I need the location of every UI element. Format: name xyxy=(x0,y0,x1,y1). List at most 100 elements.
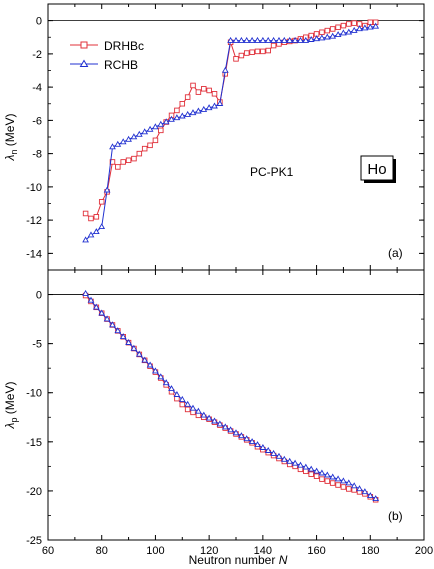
panel-a-rchb-point xyxy=(109,143,116,150)
panel-b-rchb-point xyxy=(340,477,347,484)
panel-b-drhbc-point xyxy=(303,468,309,475)
panel-a-rchb-point xyxy=(162,118,170,125)
panel-a-drhbc-point xyxy=(179,100,186,107)
panel-a-rchb-point xyxy=(254,36,261,43)
panel-b-y-axis-label: λp (MeV) xyxy=(3,382,19,430)
panel-a-rchb-point xyxy=(356,25,363,32)
panel-b-y-tick-label: -15 xyxy=(26,437,42,449)
panel-a-drhbc-point xyxy=(82,210,89,217)
panel-a-drhbc-point xyxy=(265,47,271,54)
panel-a-rchb-point xyxy=(264,36,272,43)
panel-b-rchb-point xyxy=(205,414,213,421)
panel-a-rchb-point xyxy=(334,31,342,38)
panel-b-rchb-point xyxy=(243,435,251,442)
panel-a-drhbc-point xyxy=(93,214,100,220)
panel-b-drhbc-point xyxy=(179,401,186,408)
panel-a-drhbc-point xyxy=(340,22,347,29)
panel-b-rchb-point xyxy=(221,423,229,430)
panel-a-rchb-point xyxy=(152,123,159,130)
x-tick-label: 160 xyxy=(307,545,325,557)
panel-a-rchb-point xyxy=(248,36,256,43)
panel-a-y-tick-label: -8 xyxy=(32,149,42,161)
panel-b-rchb-point xyxy=(216,420,224,427)
panel-a-rchb-point xyxy=(366,23,374,30)
panel-a-drhbc-point xyxy=(243,50,250,56)
panel-b-rchb-point xyxy=(356,485,363,492)
panel-b-y-tick-label: -20 xyxy=(26,486,42,498)
panel-b-rchb-point xyxy=(130,344,138,351)
panel-b-series xyxy=(82,289,380,503)
panel-a-rchb-point xyxy=(130,133,138,140)
panel-a-drhbc-point xyxy=(254,48,261,55)
panel-a-rchb-point xyxy=(243,36,251,43)
panel-a-rchb-point xyxy=(238,36,245,43)
x-tick-label: 180 xyxy=(361,545,379,557)
x-tick-label: 120 xyxy=(200,545,218,557)
panel-a-rchb-point xyxy=(146,125,154,132)
panel-b-rchb-point xyxy=(270,449,277,456)
panel-a-ticks: 0 -2 -4 -6 -8 -10 -12 -14 xyxy=(26,3,425,271)
panel-a-y-tick-label: -10 xyxy=(26,182,42,194)
panel-a-rchb-point xyxy=(211,102,218,109)
panel-b-drhbc-point xyxy=(174,395,180,402)
panel-a-rchb-point xyxy=(318,34,326,41)
panel-b-drhbc-point xyxy=(308,471,314,477)
panel-b-drhbc-point xyxy=(340,484,347,490)
panel-b-rchb-point xyxy=(372,495,380,502)
panel-a-rchb-point xyxy=(189,109,197,116)
panel-b-rchb-point xyxy=(232,429,240,436)
panel-a-rchb-point xyxy=(178,112,186,119)
panel-a-rchb-point xyxy=(103,186,111,193)
panel-a-rchb-point xyxy=(286,36,294,43)
panel-b-rchb-point xyxy=(264,446,272,453)
panel-a-drhbc-point xyxy=(88,215,94,222)
panel-a-rchb-point xyxy=(280,36,288,43)
panel-b-rchb-point xyxy=(189,404,197,411)
panel-a-rchb-point xyxy=(221,66,229,73)
panel-a-rchb-point xyxy=(168,115,175,122)
panel-b-rchb-point xyxy=(195,407,202,414)
panel-a-drhbc-point xyxy=(260,48,266,55)
panel-b-drhbc-point xyxy=(184,406,191,413)
panel-a-label: (a) xyxy=(388,246,403,260)
panel-b-rchb-point xyxy=(361,488,369,495)
panel-a-y-tick-label: -12 xyxy=(26,215,42,227)
panel-b-rchb-point xyxy=(366,492,374,499)
panel-a-rchb-point xyxy=(340,29,347,36)
panel-b-rchb-point xyxy=(87,296,95,303)
panel-a-rchb-point xyxy=(232,36,240,43)
x-tick-label: 60 xyxy=(42,545,54,557)
panel-a-y-axis-unit: (MeV) xyxy=(3,114,17,150)
panel-a-rchb-point xyxy=(270,36,277,43)
panel-b-rchb-point xyxy=(184,400,192,407)
x-tick-label: 140 xyxy=(254,545,272,557)
panel-b-rchb-point xyxy=(211,417,218,424)
panel-b-rchb-point xyxy=(178,395,186,402)
panel-b-rchb-point xyxy=(82,289,89,296)
panel-a-drhbc-point xyxy=(152,137,159,144)
panel-a-rchb-point xyxy=(98,223,106,230)
panel-b-rchb-point xyxy=(109,321,116,328)
panel-a-drhbc-point xyxy=(249,49,255,55)
panel-b-rchb-point xyxy=(141,356,149,363)
panel-a-drhbc-point xyxy=(131,155,137,162)
panel-b-drhbc-point xyxy=(319,476,325,482)
panel-b-rchb-point xyxy=(323,471,331,478)
panel-a-rchb-point xyxy=(173,114,181,121)
panel-b-drhbc-point xyxy=(346,486,352,492)
panel-a-rchb-point xyxy=(205,104,213,111)
panel-b-rchb-point xyxy=(92,303,100,310)
x-tick-label: 100 xyxy=(146,545,164,557)
panel-a-rchb-point xyxy=(157,120,165,127)
panel-a-drhbc-point xyxy=(335,24,341,31)
panel-b-drhbc-point xyxy=(313,473,320,479)
panel-a-rchb-point xyxy=(275,36,283,43)
panel-b-drhbc-point xyxy=(324,478,331,484)
panel-b-rchb-point xyxy=(291,459,299,466)
panel-b-rchb-point xyxy=(173,390,181,397)
panel-b-drhbc-point xyxy=(335,482,341,488)
panel-a-drhbc-point xyxy=(201,86,207,92)
panel-b-y-tick-label: -5 xyxy=(32,339,42,351)
